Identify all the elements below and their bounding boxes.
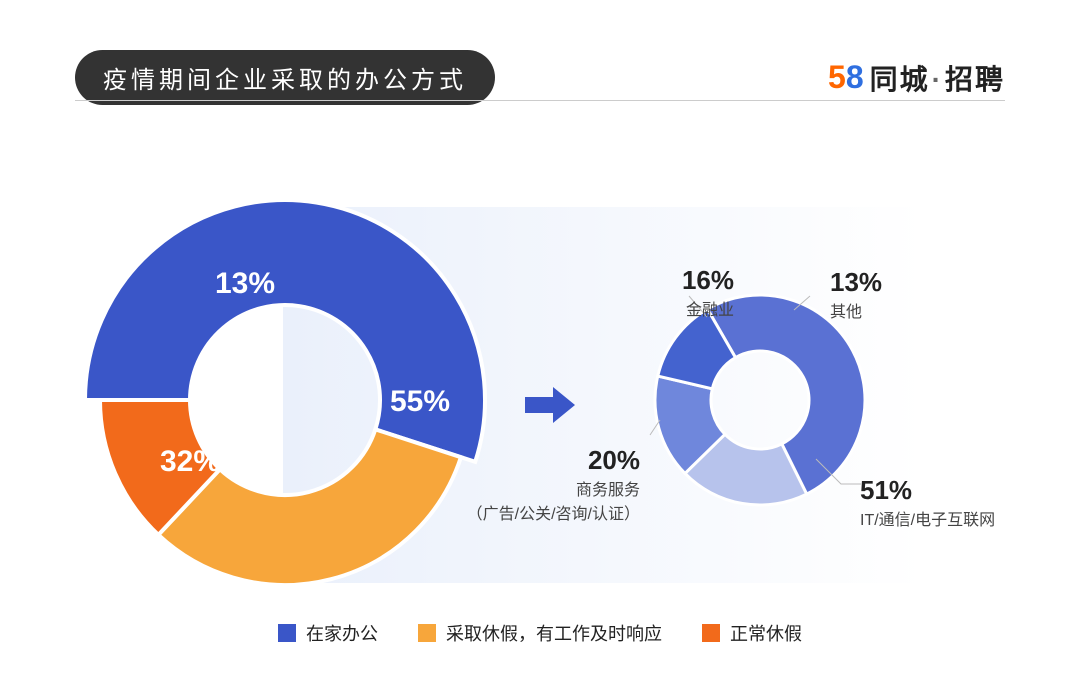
big-donut-label-oncall: 32% <box>160 445 220 479</box>
small-donut-label-it: 51%IT/通信/电子互联网 <box>860 475 1080 530</box>
header-divider <box>75 100 1005 101</box>
leader-lines <box>0 115 1080 685</box>
big-donut-label-off: 13% <box>215 267 275 301</box>
header: 疫情期间企业采取的办公方式 58 同城·招聘 <box>0 0 1080 115</box>
leader-biz <box>650 420 660 435</box>
small-donut-label-biz: 20%商务服务（广告/公关/咨询/认证） <box>420 445 640 524</box>
brand-logo: 58 同城·招聘 <box>828 58 1005 98</box>
leader-it <box>816 459 861 484</box>
leader-other <box>794 296 810 310</box>
big-donut-label-wfh: 55% <box>390 385 450 419</box>
page-title: 疫情期间企业采取的办公方式 <box>75 50 495 105</box>
small-donut-label-other: 13%其他 <box>830 267 1050 322</box>
chart-area: 55% 32% 13% 51%IT/通信/电子互联网 20%商务服务（广告/公关/咨询… <box>0 115 1080 635</box>
brand-text: 同城·招聘 <box>870 58 1005 98</box>
brand-58-icon: 58 <box>828 59 864 96</box>
small-donut-label-fin: 16%金融业 <box>514 265 734 320</box>
